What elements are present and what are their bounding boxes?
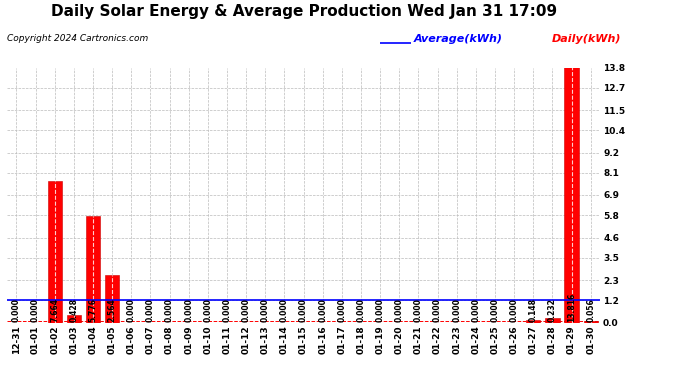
Text: 0.000: 0.000	[280, 298, 289, 322]
Text: 0.000: 0.000	[357, 298, 366, 322]
Text: 0.000: 0.000	[471, 298, 480, 322]
Text: 0.000: 0.000	[127, 298, 136, 322]
Text: 0.000: 0.000	[395, 298, 404, 322]
Bar	[584, 321, 598, 322]
Text: 0.056: 0.056	[586, 298, 595, 322]
Text: 0.000: 0.000	[241, 298, 250, 322]
Bar	[526, 320, 540, 322]
Text: 0.000: 0.000	[146, 298, 155, 322]
Bar	[48, 181, 62, 322]
Text: 0.000: 0.000	[204, 298, 213, 322]
Text: 0.000: 0.000	[299, 298, 308, 322]
Bar	[545, 318, 560, 322]
Text: 0.000: 0.000	[31, 298, 40, 322]
Bar	[67, 315, 81, 322]
Text: 0.000: 0.000	[12, 298, 21, 322]
Text: 0.000: 0.000	[433, 298, 442, 322]
Text: Copyright 2024 Cartronics.com: Copyright 2024 Cartronics.com	[7, 34, 148, 43]
Text: 0.000: 0.000	[337, 298, 346, 322]
Text: Daily(kWh): Daily(kWh)	[552, 34, 622, 44]
Text: 0.000: 0.000	[223, 298, 232, 322]
Text: 0.000: 0.000	[510, 298, 519, 322]
Text: 7.664: 7.664	[50, 298, 59, 322]
Text: 0.148: 0.148	[529, 298, 538, 322]
Bar	[564, 67, 579, 322]
Text: 0.000: 0.000	[184, 298, 193, 322]
Text: 0.000: 0.000	[375, 298, 384, 322]
Text: 13.816: 13.816	[567, 293, 576, 322]
Text: 0.000: 0.000	[165, 298, 174, 322]
Text: 0.000: 0.000	[452, 298, 461, 322]
Text: 0.000: 0.000	[491, 298, 500, 322]
Bar	[86, 216, 100, 322]
Bar	[105, 275, 119, 322]
Text: Average(kWh): Average(kWh)	[414, 34, 503, 44]
Text: 0.428: 0.428	[70, 298, 79, 322]
Text: 5.776: 5.776	[88, 298, 97, 322]
Text: 0.232: 0.232	[548, 298, 557, 322]
Text: Daily Solar Energy & Average Production Wed Jan 31 17:09: Daily Solar Energy & Average Production …	[50, 4, 557, 19]
Text: 0.000: 0.000	[318, 298, 327, 322]
Text: 0.000: 0.000	[414, 298, 423, 322]
Text: 0.000: 0.000	[261, 298, 270, 322]
Text: 2.564: 2.564	[108, 298, 117, 322]
